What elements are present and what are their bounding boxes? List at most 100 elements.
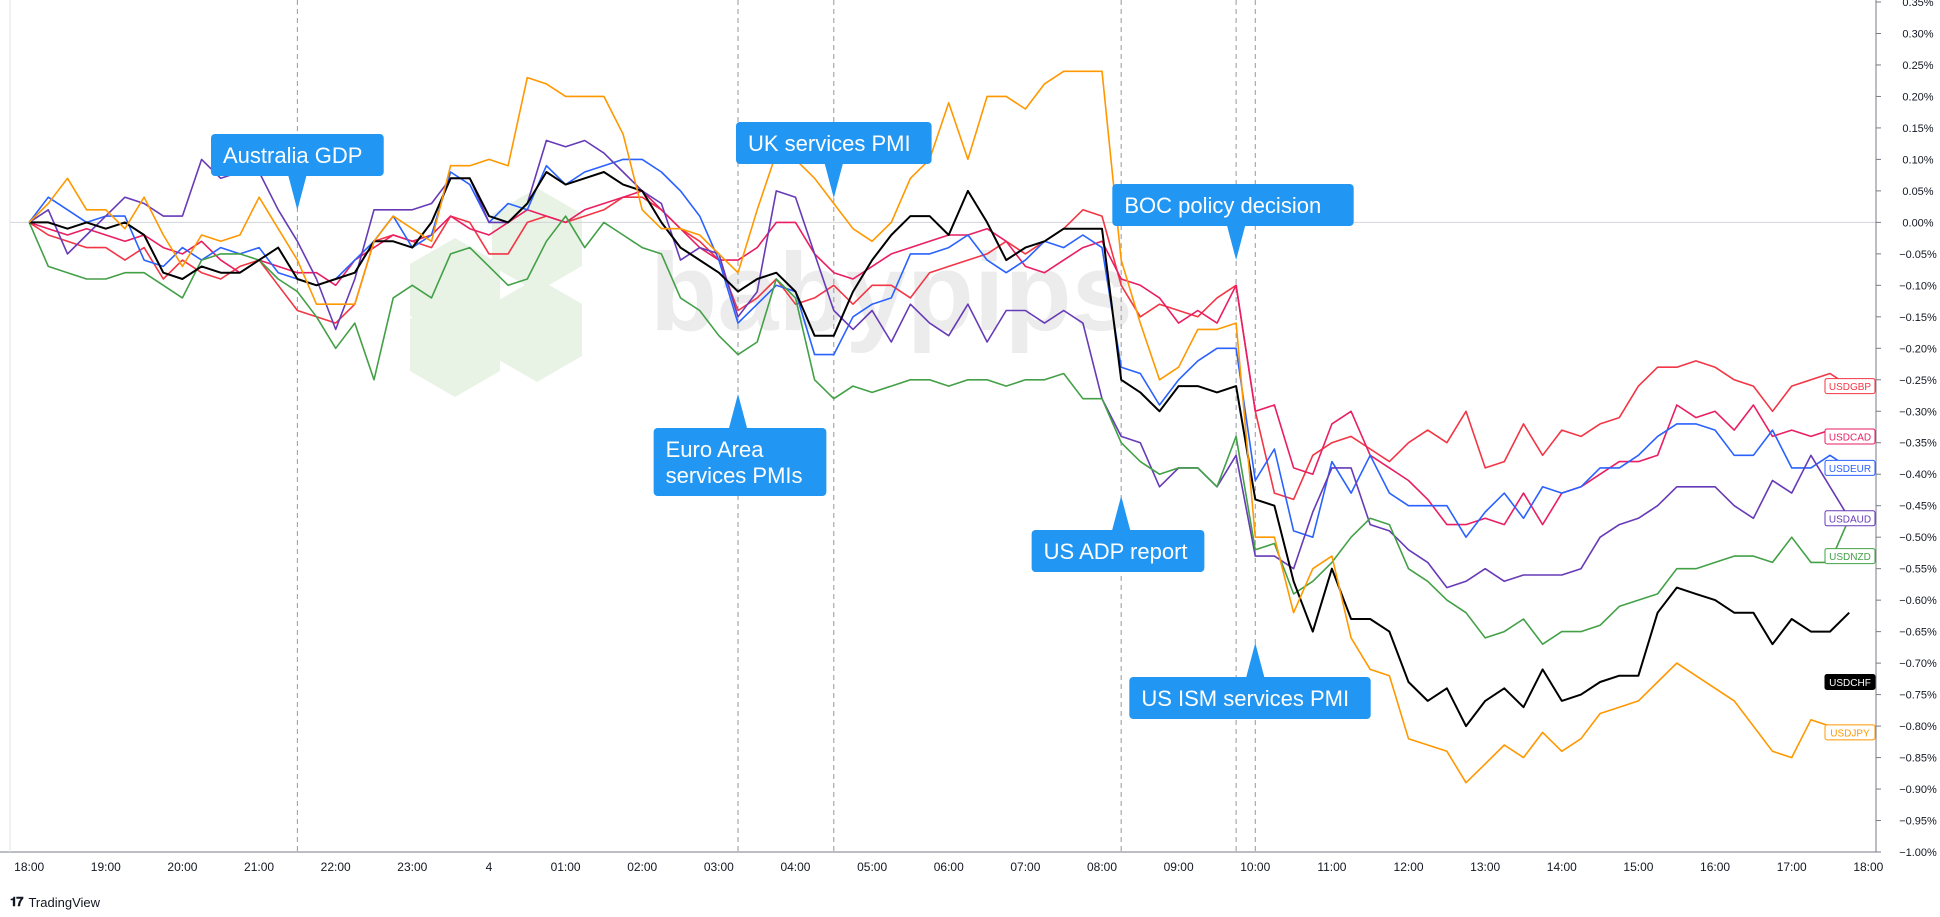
y-tick-label: −0.55% <box>1899 564 1937 576</box>
series-end-label: USDJPY <box>1830 728 1870 739</box>
event-callout-box <box>735 122 932 164</box>
y-tick-label: 0.00% <box>1902 217 1933 229</box>
event-callout-pointer-icon <box>1246 643 1265 677</box>
y-tick-label: −0.10% <box>1899 280 1937 292</box>
x-tick-label: 14:00 <box>1547 860 1577 874</box>
y-tick-label: −0.45% <box>1899 501 1937 513</box>
y-tick-label: −0.05% <box>1899 249 1937 261</box>
y-tick-label: −1.00% <box>1899 847 1937 859</box>
y-tick-label: −0.20% <box>1899 343 1937 355</box>
event-callout-pointer-icon <box>824 164 843 198</box>
event-callout-label: US ISM services PMI <box>1141 686 1349 711</box>
y-tick-label: −0.90% <box>1899 784 1937 796</box>
event-callout-label: services PMIs <box>666 463 803 488</box>
event-callout-box <box>211 134 384 176</box>
event-callout-label: BOC policy decision <box>1124 193 1321 218</box>
y-tick-label: −0.15% <box>1899 312 1937 324</box>
x-tick-label: 12:00 <box>1394 860 1424 874</box>
x-tick-label: 03:00 <box>704 860 734 874</box>
series-end-label: USDCAD <box>1829 432 1871 443</box>
series-end-label: USDAUD <box>1829 514 1871 525</box>
y-tick-label: −0.25% <box>1899 375 1937 387</box>
event-callout-label: UK services PMI <box>748 131 911 156</box>
y-tick-label: −0.85% <box>1899 753 1937 765</box>
axes: 0.35% 0.30% 0.25% 0.20% 0.15% 0.10% 0.05% 0.00%… <box>0 0 1937 874</box>
series-end-label: USDCHF <box>1829 678 1871 689</box>
x-tick-label: 20:00 <box>167 860 197 874</box>
event-callout-label: US ADP report <box>1044 539 1188 564</box>
tradingview-logo-icon: 𝟏𝟕 <box>10 894 24 909</box>
footer: 𝟏𝟕 TradingView <box>10 892 100 912</box>
x-tick-label: 4 <box>486 860 493 874</box>
watermark-hexagon-icon <box>492 188 582 292</box>
y-tick-label: −0.60% <box>1899 595 1937 607</box>
chart-svg: babypips 0.35%0.30%0.25%0.20%0.15%0.10%0… <box>0 0 1937 874</box>
series-end-label-box <box>1824 674 1876 690</box>
event-callout-pointer-icon <box>1227 226 1246 260</box>
series-line-usdchf <box>29 171 1850 728</box>
event-callout-box <box>653 428 827 496</box>
y-tick-label: −0.35% <box>1899 438 1937 450</box>
x-tick-label: 13:00 <box>1470 860 1500 874</box>
x-tick-label: 18:00 <box>14 860 44 874</box>
watermark: babypips <box>410 188 1133 397</box>
y-tick-label: 0.35% <box>1902 0 1933 9</box>
y-tick-label: −0.95% <box>1899 816 1937 828</box>
series-end-label-box <box>1824 510 1876 527</box>
x-tick-label: 16:00 <box>1700 860 1730 874</box>
footer-brand: TradingView <box>28 894 101 910</box>
watermark-hexagon-icon <box>492 278 582 382</box>
event-callout-pointer-icon <box>288 176 307 210</box>
x-tick-label: 09:00 <box>1164 860 1194 874</box>
event-callout-label: Australia GDP <box>223 143 362 168</box>
y-tick-label: −0.65% <box>1899 627 1937 639</box>
series-line-usdjpy <box>28 70 1850 784</box>
series-end-label-box <box>1824 459 1876 476</box>
event-callout-box <box>1129 677 1371 719</box>
series-end-label-box <box>1824 428 1876 445</box>
series-end-label: USDGBP <box>1829 382 1872 393</box>
y-tick-label: 0.10% <box>1902 154 1933 166</box>
x-tick-label: 05:00 <box>857 860 887 874</box>
series-end-labels: USDGBP USDCAD USDEUR USDAUD USDNZD USDCHF USDJ… <box>1824 378 1876 741</box>
event-callout-pointer-icon <box>729 394 748 428</box>
event-callout-label: Euro Area <box>666 437 765 462</box>
event-callout-box <box>1031 530 1205 572</box>
x-tick-label: 04:00 <box>780 860 810 874</box>
series-end-label-box <box>1824 378 1876 395</box>
x-tick-label: 02:00 <box>627 860 657 874</box>
x-tick-label: 19:00 <box>91 860 121 874</box>
y-tick-label: 0.25% <box>1902 60 1933 72</box>
y-tick-label: 0.30% <box>1902 28 1933 40</box>
series-end-label: USDNZD <box>1829 552 1871 563</box>
series-line-usdaud <box>28 139 1850 589</box>
x-tick-label: 11:00 <box>1317 860 1346 874</box>
x-tick-label: 08:00 <box>1087 860 1117 874</box>
x-tick-label: 07:00 <box>1010 860 1040 874</box>
event-callout-box <box>1112 184 1354 226</box>
x-tick-label: 06:00 <box>934 860 964 874</box>
x-tick-label: 21:00 <box>244 860 274 874</box>
y-tick-label: −0.70% <box>1899 658 1937 670</box>
series-end-label-box <box>1824 724 1876 741</box>
y-tick-label: −0.75% <box>1899 690 1937 702</box>
y-tick-label: −0.30% <box>1899 406 1937 418</box>
x-tick-label: 15:00 <box>1623 860 1653 874</box>
series-line-usdcad <box>28 190 1850 526</box>
x-tick-label: 22:00 <box>321 860 351 874</box>
y-tick-label: 0.05% <box>1902 186 1933 198</box>
series-end-label: USDEUR <box>1829 464 1871 475</box>
y-tick-label: −0.50% <box>1899 532 1937 544</box>
x-tick-label: 17:00 <box>1777 860 1807 874</box>
watermark-hexagon-icon <box>410 293 500 397</box>
event-callout-pointer-icon <box>1112 496 1131 530</box>
x-tick-label: 01:00 <box>551 860 581 874</box>
series-line-usdnzd <box>28 215 1850 645</box>
y-tick-label: 0.20% <box>1902 91 1933 103</box>
y-tick-label: −0.40% <box>1899 469 1937 481</box>
x-tick-label: 10:00 <box>1240 860 1270 874</box>
y-tick-label: −0.80% <box>1899 721 1937 733</box>
x-tick-label: 18:00 <box>1853 860 1883 874</box>
